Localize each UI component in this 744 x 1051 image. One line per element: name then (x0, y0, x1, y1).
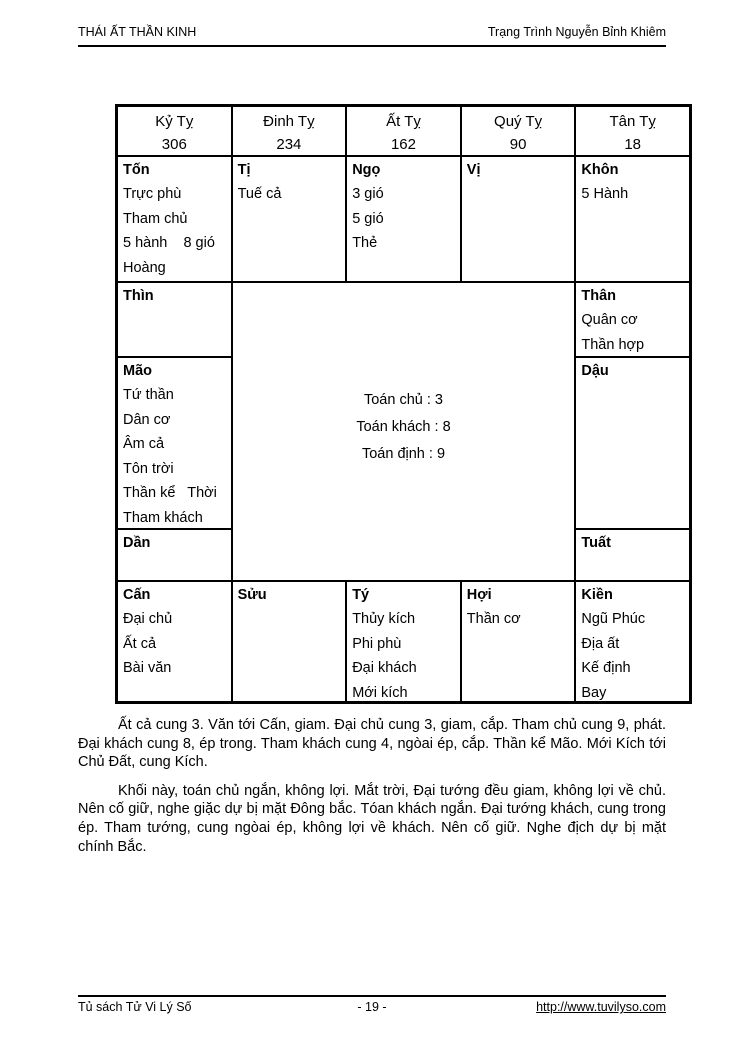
footer-website-link[interactable]: http://www.tuvilyso.com (536, 1000, 666, 1014)
year-value: 90 (509, 136, 527, 153)
palace-ton: Tốn Trực phù Tham chủ 5 hành 8 gió Hoàng (117, 156, 232, 282)
page-footer: Tủ sách Tử Vi Lý Số - 19 - http://www.tu… (78, 1000, 666, 1014)
year-cell-tan-ty: Tân Tỵ 18 (575, 106, 690, 156)
palace-lines: Trực phù Tham chủ 5 hành 8 gió Hoàng (123, 186, 215, 276)
year-value: 306 (161, 136, 187, 153)
palace-label: Tị (237, 162, 251, 178)
year-name: Kỷ Tỵ (155, 113, 194, 130)
year-cell-dinh-ty: Đinh Tỵ 234 (231, 106, 347, 156)
palace-label: Cấn (123, 587, 151, 603)
page-header: THÁI ẤT THẦN KINH Trạng Trình Nguyễn Bỉn… (78, 25, 666, 39)
year-value: 234 (276, 136, 302, 153)
year-value: 162 (390, 136, 416, 153)
palace-label: Mão (123, 363, 152, 379)
palace-label: Tốn (123, 162, 150, 178)
palace-ti: Tị Tuế cả (231, 156, 347, 282)
footer-website-link-wrap: http://www.tuvilyso.com (470, 1000, 666, 1014)
header-author: Trạng Trình Nguyễn Bỉnh Khiêm (487, 25, 666, 39)
header-book-title: THÁI ẤT THẦN KINH (78, 25, 197, 39)
palace-suu: Sửu (231, 581, 347, 702)
commentary-text: Ất cả cung 3. Văn tới Cấn, giam. Đại chủ… (78, 716, 666, 856)
palace-label: Ngọ (352, 162, 381, 178)
palace-hoi: Hợi Thần cơ (460, 581, 576, 702)
year-name: Tân Tỵ (609, 113, 656, 130)
palace-khon: Khôn 5 Hành (575, 156, 690, 282)
palace-mao: Mão Tứ thần Dân cơ Âm cả Tôn trời Thần k… (117, 357, 232, 529)
year-name: Ất Tỵ (386, 113, 421, 130)
palace-thin: Thìn (117, 282, 232, 357)
palace-label: Dậu (581, 363, 609, 379)
palace-lines: Thủy kích Phi phù Đại khách Mới kích (352, 611, 417, 701)
palace-label: Tý (352, 587, 370, 603)
palace-chart-table: Kỷ Tỵ 306 Đinh Tỵ 234 Ất Tỵ 162 Quý Tỵ 9… (115, 104, 692, 704)
palace-lines: Thần cơ (466, 611, 521, 627)
palace-dau: Dậu (575, 357, 690, 529)
footer-page-number: - 19 - (357, 1000, 387, 1014)
year-cell-at-ty: Ất Tỵ 162 (346, 106, 461, 156)
footer-rule (78, 995, 666, 997)
palace-lines: 5 Hành (581, 186, 629, 202)
palace-label: Khôn (581, 162, 619, 178)
palace-label: Vị (466, 162, 481, 178)
center-calculation-cell: Toán chủ : 3 Toán khách : 8 Toán định : … (231, 282, 576, 581)
commentary-paragraph-2: Khối này, toán chủ ngắn, không lợi. Mắt … (78, 782, 666, 855)
palace-label: Hợi (466, 587, 492, 603)
palace-label: Thìn (123, 288, 154, 304)
palace-vi: Vị (460, 156, 576, 282)
footer-series-title: Tủ sách Tử Vi Lý Số (78, 1000, 192, 1014)
header-rule (78, 45, 666, 47)
palace-lines: Ngũ Phúc Địa ất Kế định Bay (581, 611, 646, 701)
calculation-lines: Toán chủ : 3 Toán khách : 8 Toán định : … (356, 392, 451, 462)
year-cell-ky-ty: Kỷ Tỵ 306 (117, 106, 232, 156)
palace-lines: Tuế cả (237, 186, 282, 202)
year-value: 18 (624, 136, 642, 153)
year-cell-quy-ty: Quý Tỵ 90 (460, 106, 576, 156)
year-name: Đinh Tỵ (263, 113, 315, 130)
palace-dan: Dần (117, 529, 232, 581)
palace-label: Thân (581, 288, 617, 304)
palace-lines: Quân cơ Thần hợp (581, 312, 645, 353)
palace-ngo: Ngọ 3 gió 5 gió Thẻ (346, 156, 461, 282)
palace-ty: Tý Thủy kích Phi phù Đại khách Mới kích (346, 581, 461, 702)
palace-lines: Tứ thần Dân cơ Âm cả Tôn trời Thần kể Th… (123, 387, 217, 526)
palace-label: Sửu (237, 587, 267, 603)
palace-lines: 3 gió 5 gió Thẻ (352, 186, 384, 251)
palace-label: Dần (123, 535, 151, 551)
palace-can: Cấn Đại chủ Ất cả Bài văn (117, 581, 232, 702)
palace-label: Kiền (581, 587, 613, 603)
palace-tuat: Tuất (575, 529, 690, 581)
commentary-paragraph-1: Ất cả cung 3. Văn tới Cấn, giam. Đại chủ… (78, 717, 666, 771)
palace-kien: Kiền Ngũ Phúc Địa ất Kế định Bay (575, 581, 690, 702)
palace-than: Thân Quân cơ Thần hợp (575, 282, 690, 357)
palace-label: Tuất (581, 535, 611, 551)
palace-lines: Đại chủ Ất cả Bài văn (123, 611, 173, 676)
year-name: Quý Tỵ (494, 113, 543, 130)
